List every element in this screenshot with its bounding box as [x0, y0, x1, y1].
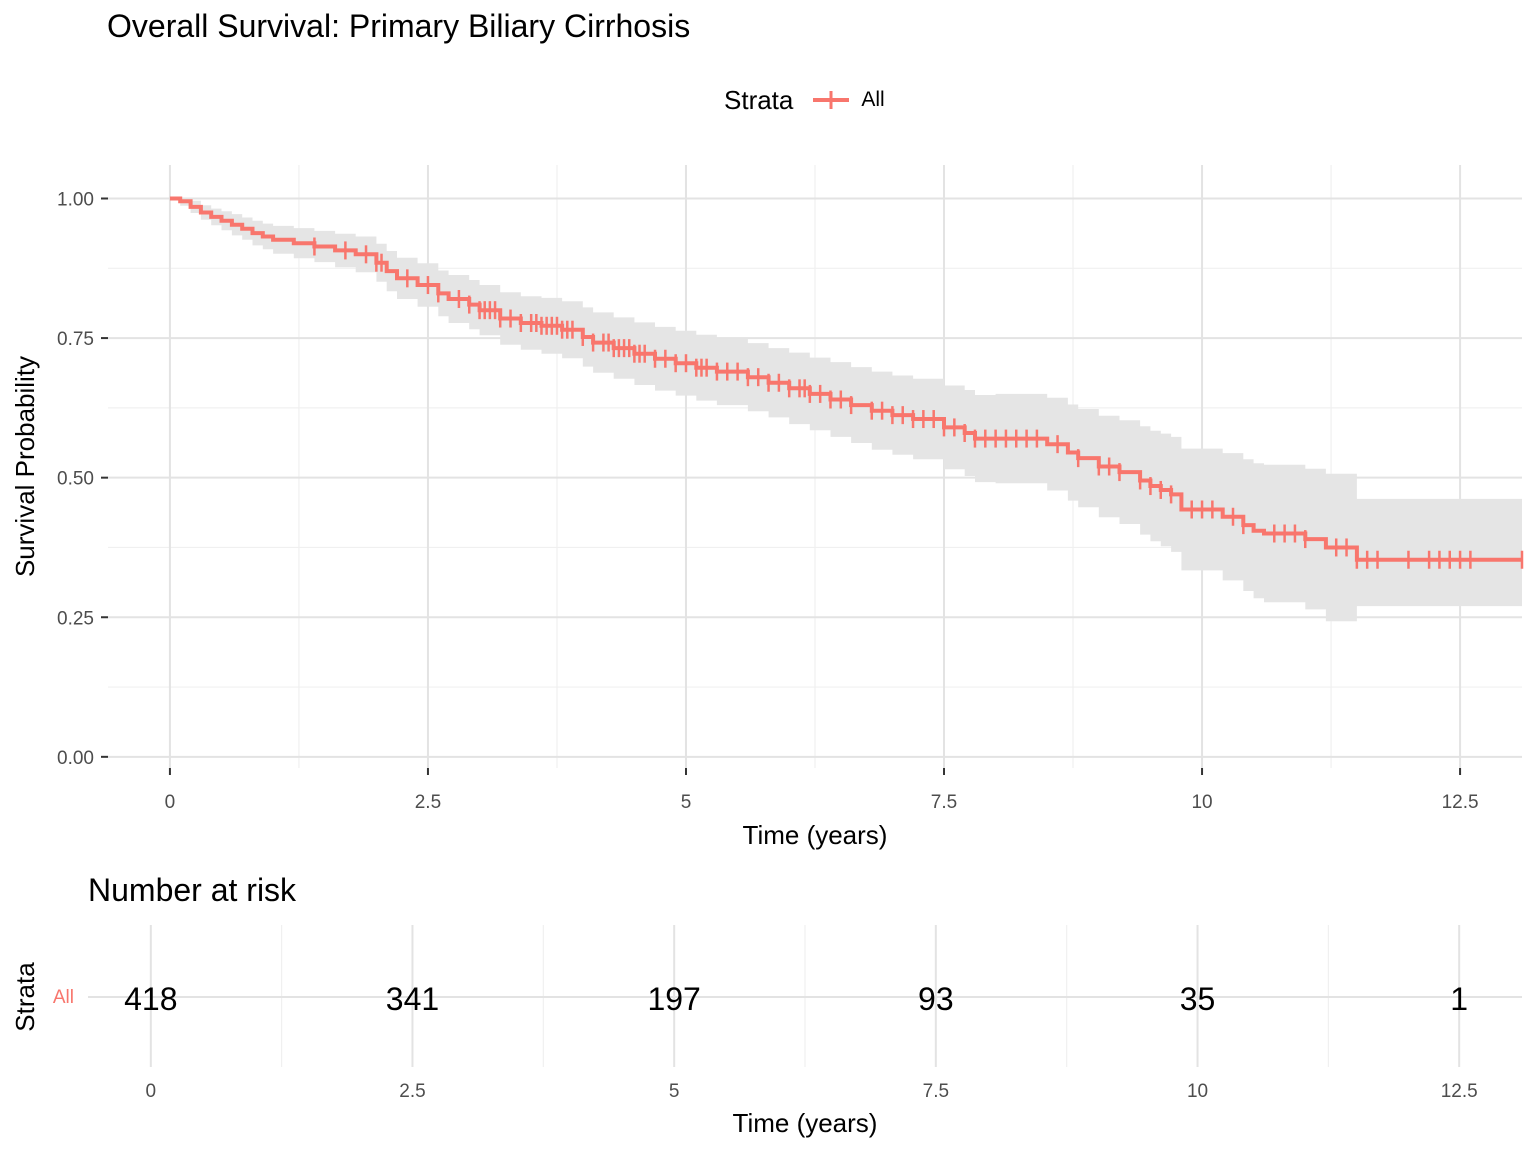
- x-tick-label: 2.5: [415, 792, 441, 813]
- risk-count: 197: [647, 981, 700, 1017]
- risk-count: 1: [1450, 981, 1468, 1017]
- x-tick-label: 12.5: [1442, 792, 1479, 813]
- risk-table-title: Number at risk: [88, 872, 297, 908]
- risk-count: 418: [124, 981, 177, 1017]
- risk-x-tick-label: 2.5: [399, 1081, 425, 1102]
- confidence-band: [169, 198, 1522, 622]
- y-tick-label: 0.50: [57, 469, 94, 490]
- risk-count: 93: [918, 981, 954, 1017]
- risk-x-tick-label: 12.5: [1441, 1081, 1478, 1102]
- risk-x-tick-label: 7.5: [923, 1081, 949, 1102]
- legend-key-all: [813, 91, 850, 109]
- x-axis-title: Time (years): [743, 820, 888, 850]
- x-tick-label: 7.5: [931, 792, 957, 813]
- y-axis-title: Survival Probability: [10, 356, 40, 577]
- legend-label-all: All: [861, 88, 885, 111]
- legend: Strata All: [724, 84, 885, 116]
- y-tick-label: 0.25: [57, 608, 94, 629]
- x-tick-label: 0: [165, 792, 176, 813]
- y-tick-label: 0.75: [57, 329, 94, 350]
- risk-x-axis-title: Time (years): [733, 1108, 878, 1138]
- risk-count: 35: [1180, 981, 1216, 1017]
- risk-y-axis-title: Strata: [10, 962, 40, 1032]
- risk-count: 341: [386, 981, 439, 1017]
- risk-x-tick-label: 10: [1187, 1081, 1208, 1102]
- x-tick-label: 5: [681, 792, 692, 813]
- risk-x-tick-label: 0: [146, 1081, 157, 1102]
- legend-title: Strata: [724, 84, 794, 115]
- y-tick-label: 0.00: [57, 748, 94, 769]
- risk-strata-label: All: [53, 987, 74, 1008]
- chart-title: Overall Survival: Primary Biliary Cirrho…: [107, 8, 691, 44]
- y-tick-label: 1.00: [57, 190, 94, 211]
- risk-x-tick-label: 5: [669, 1081, 680, 1102]
- x-tick-label: 10: [1191, 792, 1212, 813]
- survival-plot: 0 2.5 5 7.5 10 12.5 0.00 0.25 0.50 0.75 1.00 Time (…: [10, 165, 1524, 850]
